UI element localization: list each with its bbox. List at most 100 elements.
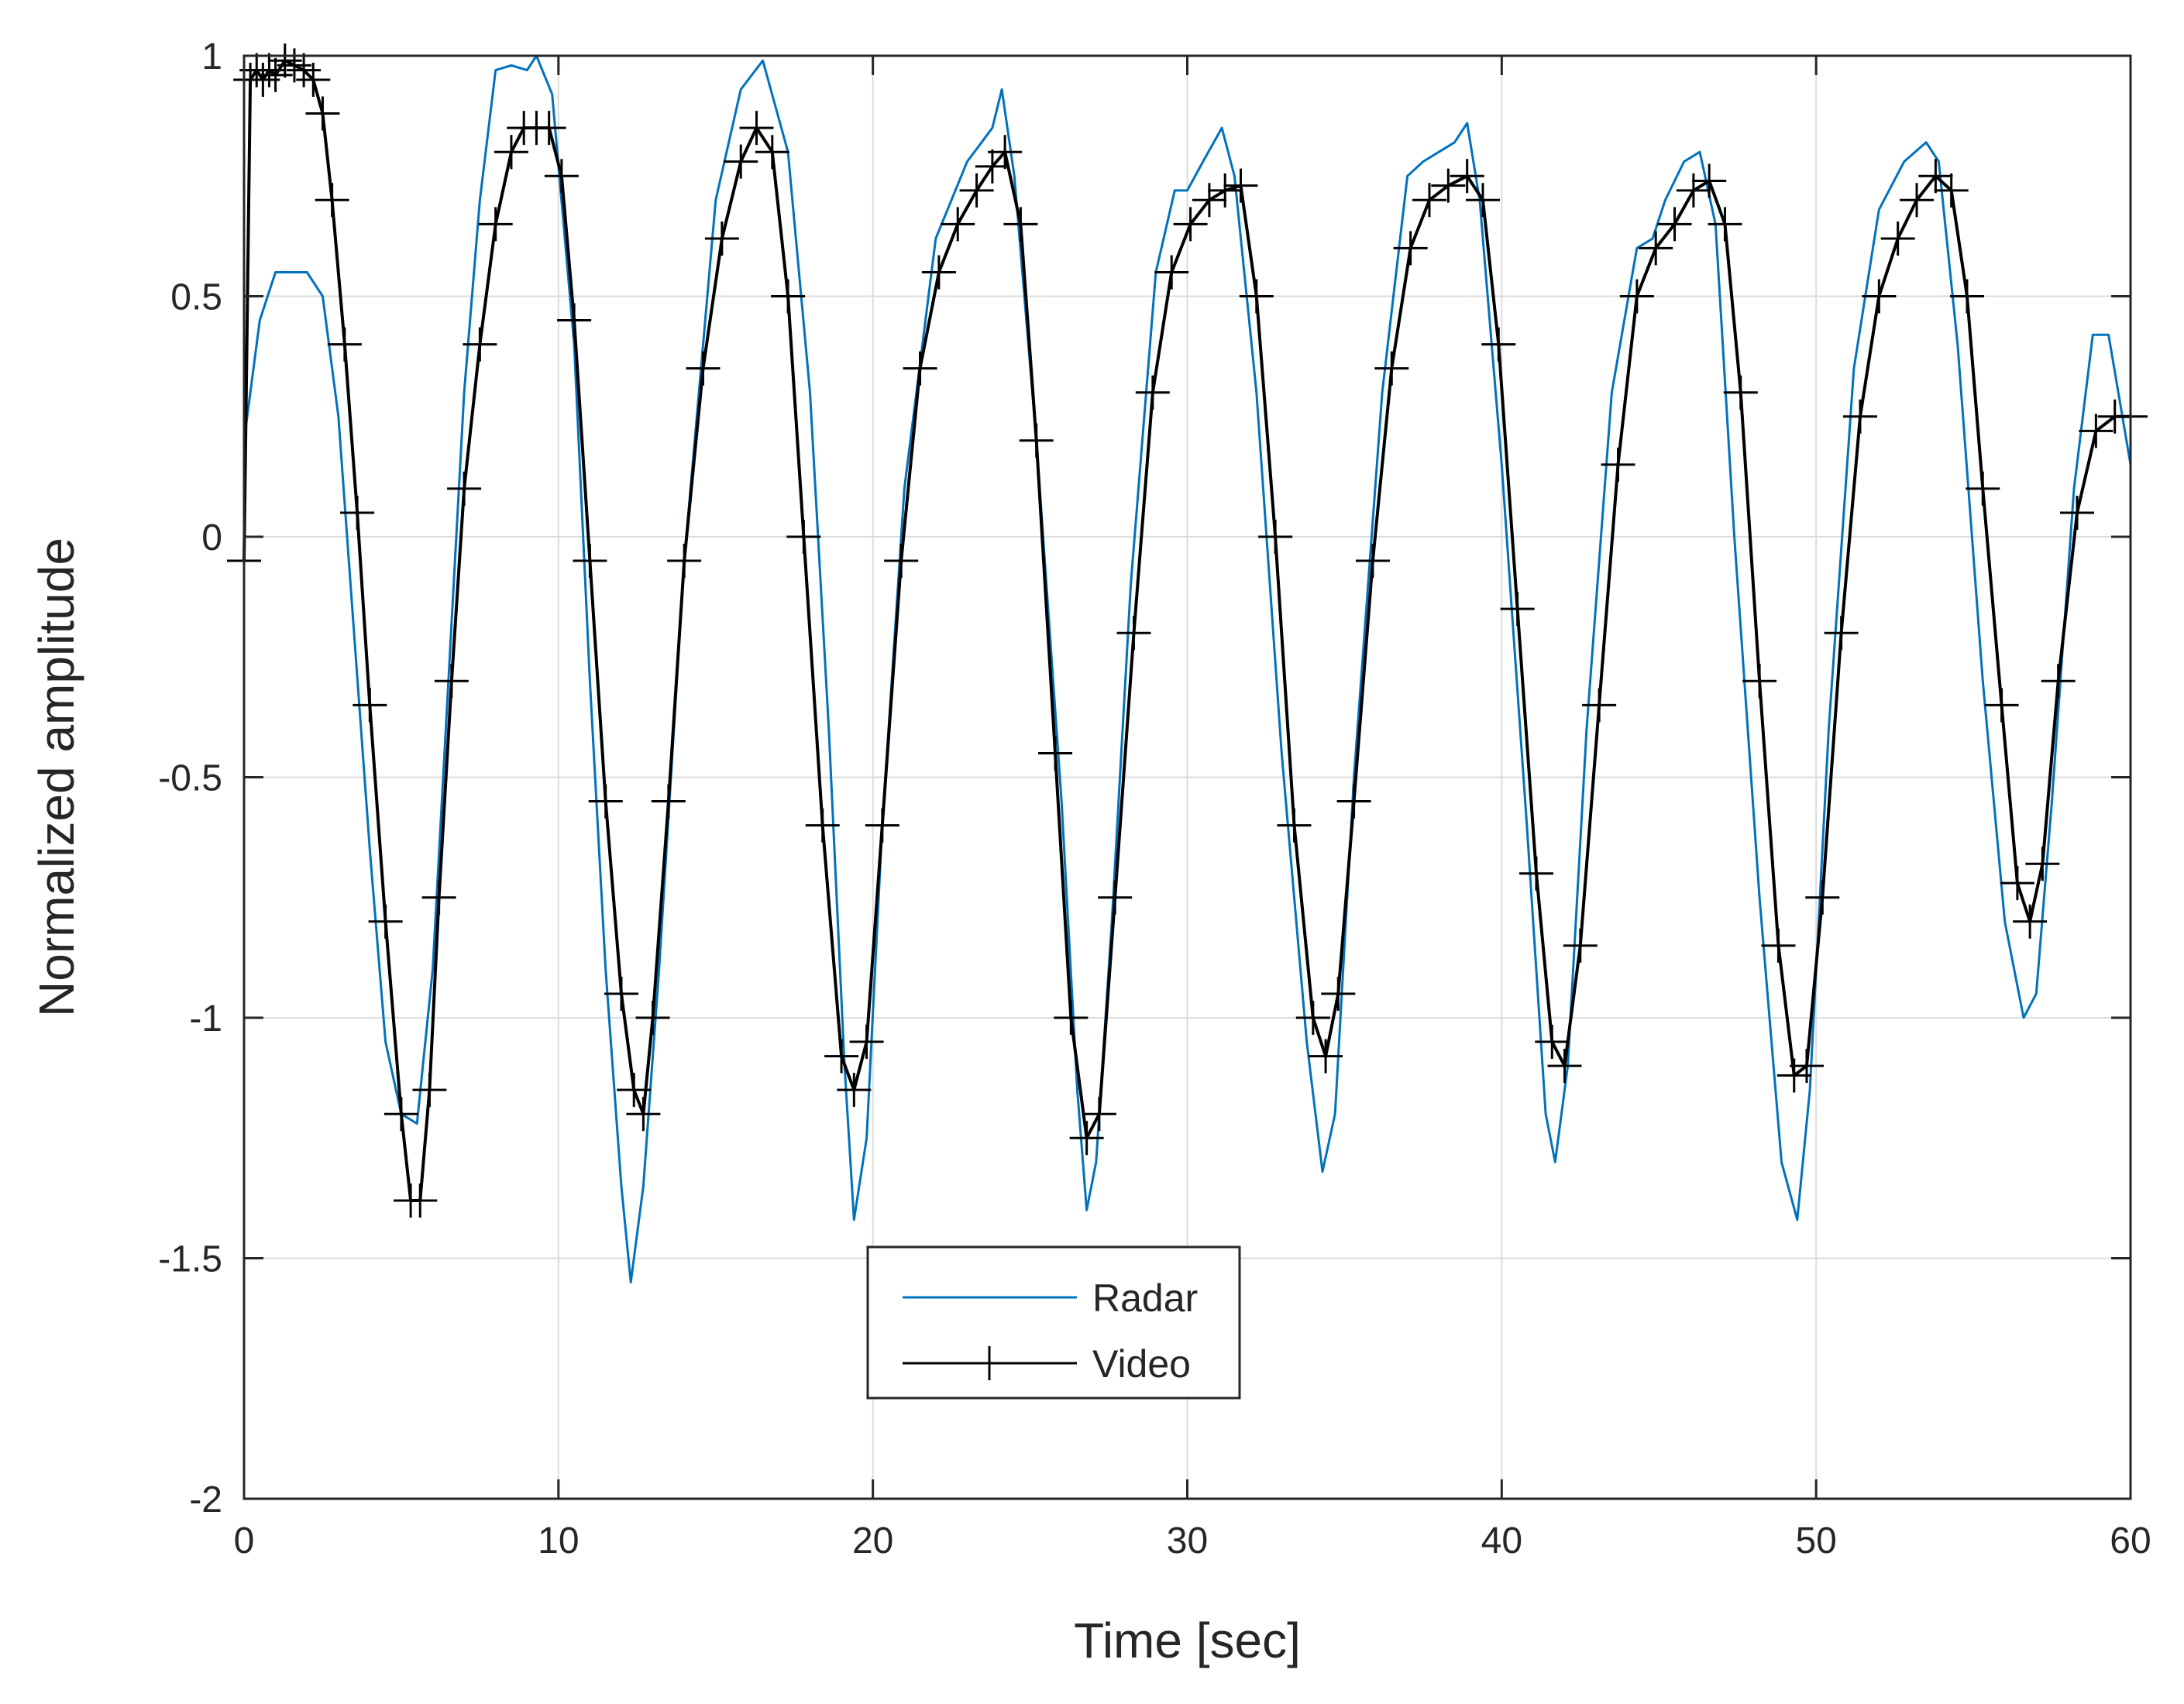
data-point-video (434, 664, 469, 699)
data-point-video (2013, 904, 2048, 939)
x-tick-label: 20 (852, 1520, 893, 1561)
x-tick-label: 30 (1167, 1520, 1208, 1561)
data-point-video (1934, 173, 1969, 208)
data-point-video (1173, 207, 1208, 242)
data-point-video (1535, 1025, 1570, 1060)
data-point-video (1918, 159, 1953, 194)
data-point-video (1481, 327, 1516, 362)
data-point-video (2000, 866, 2034, 901)
data-point-video (755, 135, 789, 170)
data-point-video (824, 1039, 859, 1074)
data-point-video (421, 880, 456, 915)
axis-labels: Time [sec] Normalized amplitude (29, 538, 1301, 1668)
data-point-video (941, 207, 975, 242)
data-point-video (1069, 1121, 1104, 1156)
legend-marker-video (972, 1346, 1006, 1380)
data-point-video (1966, 471, 2000, 506)
data-point-video (1824, 616, 1859, 651)
data-point-video (1676, 173, 1711, 208)
data-point-video (340, 495, 375, 530)
data-point-video (1984, 688, 2019, 723)
data-point-video (463, 327, 497, 362)
data-point-video (412, 1073, 447, 1108)
data-point-video (1805, 880, 1840, 915)
data-point-video (403, 1183, 438, 1218)
legend-box (866, 1245, 1241, 1400)
data-point-video (921, 255, 956, 290)
data-point-video (1692, 163, 1727, 198)
data-point-video (626, 1097, 661, 1132)
data-point-video (267, 43, 302, 78)
data-point-video (667, 544, 702, 579)
legend: Radar Video (866, 1245, 1241, 1400)
data-point-video (1431, 168, 1466, 203)
y-tick-label: -0.5 (158, 758, 222, 799)
x-tick-label: 40 (1481, 1520, 1522, 1561)
data-point-video (1742, 664, 1777, 699)
data-point-video (1258, 520, 1293, 554)
data-point-video (1639, 231, 1673, 266)
data-point-video (1900, 183, 1935, 218)
data-point-video (1355, 544, 1390, 579)
data-point-video (988, 135, 1023, 170)
data-point-video (1547, 1049, 1582, 1084)
data-point-video (704, 221, 739, 256)
data-point-video (383, 1097, 418, 1132)
data-point-video (258, 57, 293, 92)
data-point-video (1295, 1001, 1330, 1035)
data-point-video (557, 303, 592, 338)
data-point-video (1082, 1097, 1116, 1132)
data-point-video (1374, 351, 1409, 386)
data-point-video (617, 1073, 652, 1108)
data-point-video (1761, 928, 1796, 963)
y-tick-label: -1 (189, 998, 222, 1039)
data-point-video (1582, 688, 1617, 723)
y-axis-label: Normalized amplitude (29, 538, 84, 1017)
data-point-video (1321, 976, 1356, 1011)
data-point-video (2060, 495, 2095, 530)
data-point-video (849, 1025, 884, 1060)
data-point-video (975, 149, 1009, 184)
data-point-video (1135, 375, 1170, 410)
data-point-video (884, 544, 919, 579)
data-point-video (447, 471, 482, 506)
data-point-video (1154, 255, 1189, 290)
data-point-video (246, 63, 280, 98)
data-point-video (1518, 856, 1553, 891)
data-point-video (1116, 616, 1151, 651)
data-point-video (771, 279, 806, 314)
data-point-video (478, 207, 513, 242)
data-point-video (1450, 159, 1484, 194)
data-point-video (588, 784, 623, 819)
legend-label-video: Video (1092, 1342, 1191, 1386)
data-point-video (959, 173, 994, 208)
data-point-video (1601, 447, 1635, 482)
data-point-video (865, 808, 899, 843)
data-point-video (277, 48, 311, 83)
axis-ticks: 0 10 20 30 40 50 60 -2 -1.5 -1 -0.5 0 0.5 1 (158, 36, 2151, 1561)
data-point-video (1098, 880, 1133, 915)
data-point-video (327, 327, 362, 362)
x-axis-label: Time [sec] (1074, 1613, 1301, 1668)
data-point-video (1789, 1049, 1824, 1084)
x-tick-label: 60 (2110, 1520, 2151, 1561)
y-tick-label: 0 (201, 517, 222, 558)
data-point-video (739, 111, 774, 146)
data-point-video (1500, 592, 1535, 627)
data-point-video (573, 544, 607, 579)
data-point-video (531, 111, 566, 146)
data-point-video (635, 1001, 670, 1035)
data-point-video (353, 688, 387, 723)
data-point-video (1054, 1001, 1089, 1035)
data-point-video (1019, 423, 1054, 458)
data-point-video (1393, 231, 1428, 266)
legend-label-radar: Radar (1092, 1276, 1198, 1320)
data-point-video (1038, 736, 1073, 771)
data-point-video (1842, 399, 1877, 434)
data-point-video (1776, 1058, 1811, 1093)
data-point-video (651, 784, 686, 819)
data-point-video (2041, 664, 2076, 699)
data-point-video (544, 159, 579, 194)
data-point-video (2079, 414, 2113, 448)
